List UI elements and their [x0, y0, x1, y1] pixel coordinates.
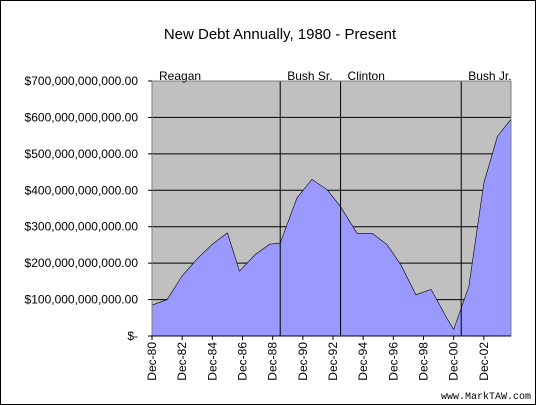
- era-label: Reagan: [159, 69, 201, 83]
- y-tick-label: $700,000,000,000.00: [25, 74, 139, 88]
- era-label: Bush Jr.: [468, 69, 511, 83]
- x-tick-label: Dec-86: [236, 342, 250, 381]
- y-tick-label: $300,000,000,000.00: [25, 220, 139, 234]
- x-tick-label: Dec-00: [447, 342, 461, 381]
- y-tick-label: $500,000,000,000.00: [25, 147, 139, 161]
- era-label: Bush Sr.: [287, 69, 332, 83]
- x-tick-label: Dec-96: [386, 342, 400, 381]
- credit-text: www.MarkTAW.com: [441, 391, 531, 403]
- chart-title: New Debt Annually, 1980 - Present: [164, 26, 397, 43]
- x-tick-label: Dec-84: [205, 342, 219, 381]
- x-tick-label: Dec-98: [417, 342, 431, 381]
- era-label: Clinton: [348, 69, 385, 83]
- y-tick-label: $400,000,000,000.00: [25, 183, 139, 197]
- x-tick-label: Dec-82: [175, 342, 189, 381]
- y-tick-label: $200,000,000,000.00: [25, 256, 139, 270]
- x-tick-label: Dec-92: [326, 342, 340, 381]
- x-tick-label: Dec-88: [266, 342, 280, 381]
- y-tick-label: $600,000,000,000.00: [25, 110, 139, 124]
- y-tick-label: $-: [127, 329, 138, 343]
- x-tick-label: Dec-02: [477, 342, 491, 381]
- y-tick-label: $100,000,000,000.00: [25, 293, 139, 307]
- x-tick-label: Dec-90: [296, 342, 310, 381]
- x-tick-label: Dec-94: [356, 342, 370, 381]
- x-tick-label: Dec-80: [145, 342, 159, 381]
